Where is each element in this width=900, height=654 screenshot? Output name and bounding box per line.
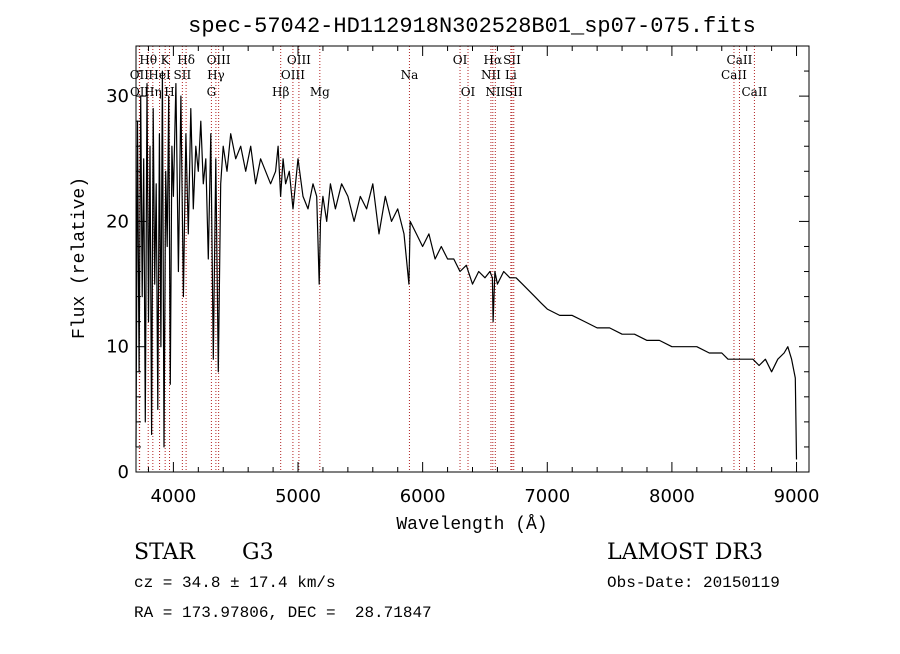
y-tick-label: 10 xyxy=(106,337,129,358)
x-tick-label: 4000 xyxy=(150,486,196,507)
y-tick-label: 20 xyxy=(106,211,129,232)
coordinates-readout: RA = 173.97806, DEC = 28.71847 xyxy=(134,604,432,622)
line-marker-label-OII-b: OII xyxy=(130,85,150,99)
line-marker-label-CaII-a: CaII xyxy=(721,68,747,82)
line-marker-label-OII: OII xyxy=(130,68,150,82)
y-tick-label: 0 xyxy=(118,462,129,483)
spectral-subclass: G3 xyxy=(242,540,274,565)
line-marker-label-H-eta: Hη xyxy=(144,85,162,99)
series-line-flux xyxy=(135,70,798,460)
line-marker-label-OIII-c: OIII xyxy=(287,53,311,67)
line-marker-label-SII-a: SII xyxy=(174,68,192,82)
line-marker-label-Mg: Mg xyxy=(310,85,330,99)
survey-name: LAMOST DR3 xyxy=(607,540,763,565)
redshift-readout: cz = 34.8 ± 17.4 km/s xyxy=(134,574,336,592)
line-marker-label-NII-a: NII xyxy=(481,68,501,82)
line-marker-label-H-theta: Hθ xyxy=(139,53,157,67)
line-marker-label-OIII-a: OIII xyxy=(207,53,231,67)
chart-title: spec-57042-HD112918N302528B01_sp07-075.f… xyxy=(188,14,756,39)
line-marker-label-SII-c: SII xyxy=(505,85,523,99)
y-axis-label: Flux (relative) xyxy=(70,177,90,339)
line-marker-label-Na: Na xyxy=(401,68,419,82)
x-axis-label: Wavelength (Å) xyxy=(396,514,547,535)
line-marker-label-OI-b: OI xyxy=(461,85,476,99)
line-marker-label-H-alpha: Hα xyxy=(484,53,503,67)
x-tick-label: 8000 xyxy=(649,486,695,507)
axes: 4000 5000 6000 7000 8000 9000 0 10 20 30 xyxy=(106,45,820,507)
x-tick-label: 6000 xyxy=(400,486,446,507)
line-marker-label-Li: Li xyxy=(505,68,517,82)
line-marker-label-K: K xyxy=(161,53,171,67)
line-marker-label-OIII-b: OIII xyxy=(281,68,305,82)
line-marker-label-H-beta: Hβ xyxy=(272,85,289,99)
line-marker-label-H-delta: Hδ xyxy=(177,53,195,67)
line-marker-label-H: H xyxy=(164,85,174,99)
obs-date: Obs-Date: 20150119 xyxy=(607,574,780,592)
line-marker-label-G: G xyxy=(207,85,217,99)
y-tick-label: 30 xyxy=(106,86,129,107)
line-marker-label-SII-b: SII xyxy=(503,53,521,67)
line-marker-label-HeI: HeI xyxy=(148,68,171,82)
x-tick-label: 7000 xyxy=(524,486,570,507)
plot-frame xyxy=(135,45,810,473)
object-type: STAR xyxy=(134,540,195,565)
x-tick-label: 5000 xyxy=(275,486,321,507)
series-layer xyxy=(135,70,798,460)
line-marker-label-CaII-c: CaII xyxy=(741,85,767,99)
line-marker-label-CaII-b: CaII xyxy=(727,53,753,67)
line-marker-label-H-gamma: Hγ xyxy=(207,68,225,82)
x-tick-label: 9000 xyxy=(774,486,820,507)
line-marker-label-OI-a: OI xyxy=(453,53,468,67)
line-marker-label-NII-b: NII xyxy=(485,85,505,99)
